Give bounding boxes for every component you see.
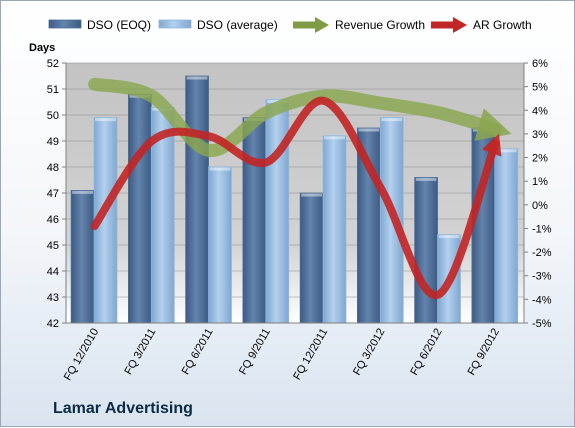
- bar-highlight: [495, 149, 517, 153]
- bar-dso-eoq: [242, 117, 267, 324]
- bar-highlight: [186, 76, 208, 80]
- legend: DSO (EOQ) DSO (average) Revenue Growth AR G…: [48, 17, 532, 33]
- y-tick-label: 43: [47, 292, 59, 304]
- legend-revenue-growth: Revenue Growth: [293, 17, 425, 33]
- y2-tick-label: 4%: [532, 105, 548, 117]
- bar-dso-average: [322, 135, 347, 324]
- y-tick-label: 47: [47, 188, 59, 200]
- x-tick-label: FQ 12/2010: [62, 327, 101, 383]
- y2-tick-label: -5%: [532, 318, 552, 330]
- company-name: Lamar Advertising: [53, 400, 193, 417]
- ar-growth-line: [90, 96, 502, 299]
- bar-highlight: [72, 190, 94, 194]
- bar-dso-eoq: [414, 176, 438, 324]
- bar-series: [70, 75, 519, 324]
- legend-arrow-head: [315, 17, 329, 33]
- y2-tick-label: 2%: [532, 153, 548, 165]
- y2-tick-label: 1%: [532, 176, 548, 188]
- x-tick-label: FQ 9/2011: [237, 327, 273, 377]
- x-tick-label: FQ 12/2011: [291, 327, 330, 383]
- legend-arrow-head: [453, 17, 467, 33]
- x-axis-ticks: FQ 12/2010 FQ 3/2011 FQ 6/2011 FQ 9/2011 FQ …: [62, 327, 502, 383]
- legend-label: DSO (average): [197, 18, 278, 32]
- legend-ar-growth: AR Growth: [431, 17, 532, 33]
- legend-label: AR Growth: [473, 18, 532, 32]
- y-axis-left-ticks: 42 43 44 45 46 47 48 49 50 51 52: [47, 58, 66, 330]
- y-tick-label: 42: [47, 318, 59, 330]
- y2-tick-label: 5%: [532, 82, 548, 94]
- bar-dso-eoq: [299, 192, 324, 324]
- y2-tick-label: 6%: [532, 58, 548, 70]
- y-tick-label: 49: [47, 136, 59, 148]
- y-tick-label: 44: [47, 266, 59, 278]
- bar-dso-average: [208, 166, 232, 324]
- bar-highlight: [95, 118, 116, 122]
- y2-tick-label: -2%: [532, 247, 552, 259]
- bar-highlight: [438, 235, 460, 239]
- bar-dso-eoq: [185, 75, 209, 324]
- line-series: [88, 77, 512, 299]
- legend-dso-average: DSO (average): [158, 18, 278, 32]
- y-tick-label: 52: [47, 58, 59, 70]
- y2-tick-label: -4%: [532, 294, 552, 306]
- legend-swatch: [158, 19, 192, 29]
- legend-swatch: [48, 19, 82, 29]
- y2-tick-label: -3%: [532, 271, 552, 283]
- bar-highlight: [301, 193, 323, 197]
- y-tick-label: 48: [47, 162, 59, 174]
- x-tick-label: FQ 9/2012: [466, 327, 502, 378]
- legend-label: DSO (EOQ): [87, 18, 151, 32]
- y-tick-label: 51: [47, 84, 59, 96]
- legend-dso-eoq: DSO (EOQ): [48, 18, 151, 32]
- bar-highlight: [358, 128, 380, 132]
- bar-highlight: [209, 167, 231, 171]
- y2-tick-label: -1%: [532, 223, 552, 235]
- bar-highlight: [381, 118, 403, 122]
- y-tick-label: 46: [47, 214, 59, 226]
- y-axis-label: Days: [29, 42, 55, 54]
- bar-highlight: [324, 136, 345, 140]
- y-axis-right-ticks: -5% -4% -3% -2% -1% 0% 1% 2% 3% 4% 5% 6%: [524, 58, 552, 330]
- bar-highlight: [415, 177, 437, 181]
- y2-tick-label: 3%: [532, 129, 548, 141]
- x-tick-label: FQ 6/2011: [180, 327, 216, 377]
- y-tick-label: 50: [47, 110, 59, 122]
- bar-dso-average: [265, 99, 290, 324]
- x-tick-label: FQ 6/2012: [408, 327, 444, 378]
- legend-label: Revenue Growth: [335, 18, 425, 32]
- y-tick-label: 45: [47, 240, 59, 252]
- x-tick-label: FQ 3/2011: [122, 327, 158, 377]
- revenue-growth-line: [88, 77, 512, 157]
- x-tick-label: FQ 3/2012: [351, 327, 387, 378]
- bar-dso-eoq: [70, 189, 95, 324]
- y2-tick-label: 0%: [532, 200, 548, 212]
- bar-dso-eoq: [128, 93, 152, 324]
- bar-dso-average: [494, 148, 519, 324]
